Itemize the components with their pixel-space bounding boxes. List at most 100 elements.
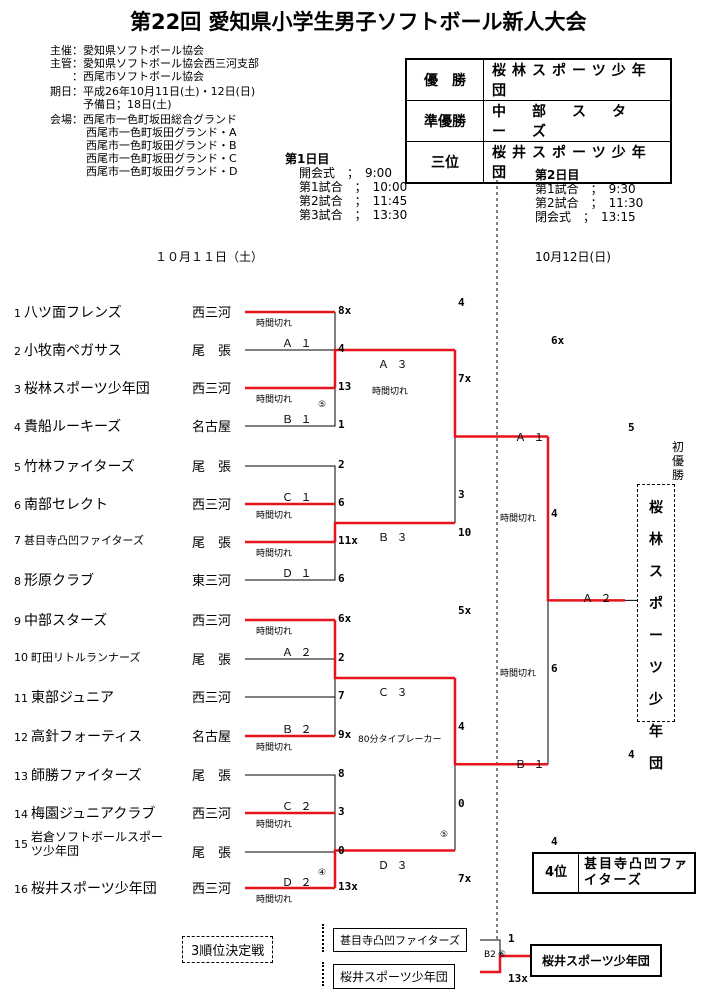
champion-char: ポ: [649, 596, 663, 612]
champion-char: ス: [649, 564, 663, 580]
match-code: Ｄ ２: [282, 876, 314, 889]
info-host2: ：西尾市ソフトボール協会: [50, 70, 204, 83]
score-final: 5: [628, 420, 635, 434]
day2-row: 第1試合 ； 9:30: [535, 182, 636, 196]
third-team2: 桜井スポーツ少年団: [333, 964, 455, 989]
champion-char: ー: [649, 628, 663, 644]
match-code: Ａ ３: [378, 358, 410, 371]
winner-line: [333, 348, 455, 388]
team-number: 13: [14, 770, 28, 783]
team-name: 桜井スポーツ少年団: [31, 881, 157, 897]
result-value: 中 部 ス タ ー ズ: [483, 100, 672, 142]
score-round3: 6: [551, 662, 558, 675]
score-round1: 13: [338, 380, 352, 393]
team-region: 西三河: [192, 807, 232, 822]
team-number: 10: [14, 651, 28, 664]
timeout-label: 時間切れ: [256, 549, 293, 559]
score-round2: 10: [458, 526, 472, 539]
team-name: 中部スターズ: [24, 613, 108, 629]
team-name: 形原クラブ: [24, 573, 94, 589]
tournament-info: 主催：愛知県ソフトボール協会 主管：愛知県ソフトボール協会西三河支部 ：西尾市ソ…: [50, 44, 259, 178]
team-name: 師勝ファイターズ: [31, 768, 142, 784]
score-round1: 3: [338, 805, 345, 818]
team-entry: 1 八ツ面フレンズ: [14, 302, 122, 322]
team-number: 2: [14, 345, 21, 358]
score-round1: 8x: [338, 304, 352, 317]
dotted-marker: [322, 924, 324, 952]
day1-row: 第3試合 ； 13:30: [299, 208, 408, 222]
match-code: Ａ １: [515, 430, 547, 444]
info-reserve: 予備日；18日(土): [50, 98, 172, 111]
team-entry: 10 町田リトルランナーズ: [14, 649, 140, 665]
timeout-label: 時間切れ: [256, 820, 293, 830]
team-region: 尾 張: [192, 846, 232, 861]
team-region: 尾 張: [192, 460, 232, 475]
result-value: 桜林スポーツ少年団: [483, 58, 672, 101]
team-number: 7: [14, 534, 21, 547]
info-date: 期日：平成26年10月11日(土)・12日(日): [50, 85, 256, 98]
team-number: 16: [14, 883, 28, 896]
team-region: 西三河: [192, 306, 232, 321]
day2-date: 10月12日(日): [535, 250, 611, 264]
team-entry: 12 高針フォーティス: [14, 726, 142, 746]
team-number: 11: [14, 692, 28, 705]
score-round1: 2: [338, 651, 345, 664]
champion-box: 桜林スポーツ少年団: [637, 484, 675, 772]
team-entry: 13 師勝ファイターズ: [14, 765, 142, 785]
info-venue: 会場：西尾市一色町坂田総合グランド: [50, 113, 237, 126]
score-round1: 11x: [338, 534, 358, 547]
day1-row: 第2試合 ； 11:45: [299, 194, 408, 208]
timeout-label: 時間切れ: [256, 319, 293, 329]
bracket-line: [245, 774, 336, 813]
score-round1: 7: [338, 689, 345, 702]
score-third: 13x: [508, 972, 528, 985]
timeout-label: 時間切れ: [372, 387, 409, 397]
score-round3: 4: [551, 507, 558, 520]
day1-date: １０月１１日（土）: [155, 250, 264, 264]
match-code: Ｄ ３: [378, 858, 410, 872]
team-region: 西三河: [192, 614, 232, 629]
team-region: 尾 張: [192, 653, 232, 668]
team-number: 9: [14, 615, 21, 628]
team-name: 竹林ファイターズ: [24, 459, 135, 475]
match-code: Ｂ ３: [378, 531, 410, 544]
result-row-third: 三位 桜井スポーツ少年団: [405, 141, 672, 184]
team-number: 14: [14, 808, 28, 821]
team-name: 梅園ジュニアクラブ: [31, 806, 156, 822]
team-entry: 15 岩倉ソフトボールスポーツ少年団: [14, 830, 174, 858]
timeout-label: 時間切れ: [256, 511, 293, 521]
timeout-label: 時間切れ: [256, 395, 293, 405]
team-region: 西三河: [192, 498, 232, 513]
champion-char: 林: [649, 532, 663, 548]
day2-row: 第2試合 ； 11:30: [535, 196, 644, 210]
score-round3: 6x: [551, 334, 565, 347]
team-region: 東三河: [192, 574, 232, 589]
match-code: Ｂ １: [282, 413, 314, 426]
team-entry: 6 南部セレクト: [14, 494, 108, 514]
score-round1: 9x: [338, 728, 352, 741]
champion-char: 団: [649, 756, 663, 772]
team-number: 3: [14, 383, 21, 396]
circled-mark: ⑤: [440, 830, 449, 840]
winner-line: [546, 436, 625, 602]
day2-schedule: 第2日目 第1試合 ； 9:30 第2試合 ； 11:30 閉会式 ； 13:1…: [535, 168, 643, 224]
team-number: 1: [14, 307, 21, 320]
first-win-tag: 初優勝: [672, 440, 685, 482]
winner-line: [333, 849, 455, 888]
fourth-label: 4位: [534, 854, 579, 892]
team-name: 東部ジュニア: [31, 690, 115, 706]
winner-line: [333, 521, 455, 542]
team-number: 15: [14, 838, 28, 851]
third-place-title: 3順位決定戦: [182, 936, 274, 963]
team-number: 5: [14, 461, 21, 474]
team-region: 西三河: [192, 691, 232, 706]
match-code: Ｃ ３: [378, 686, 410, 699]
team-entry: 4 貴船ルーキーズ: [14, 416, 121, 436]
team-name: 岩倉ソフトボールスポーツ少年団: [31, 830, 164, 858]
results-table: 優 勝桜林スポーツ少年団 準優勝中 部 ス タ ー ズ 三位 桜井スポーツ少年団: [405, 58, 672, 184]
team-number: 12: [14, 731, 28, 744]
match-code: Ｂ ２: [282, 722, 314, 736]
day2-title: 第2日目: [535, 168, 580, 182]
score-round1: 6: [338, 496, 345, 509]
